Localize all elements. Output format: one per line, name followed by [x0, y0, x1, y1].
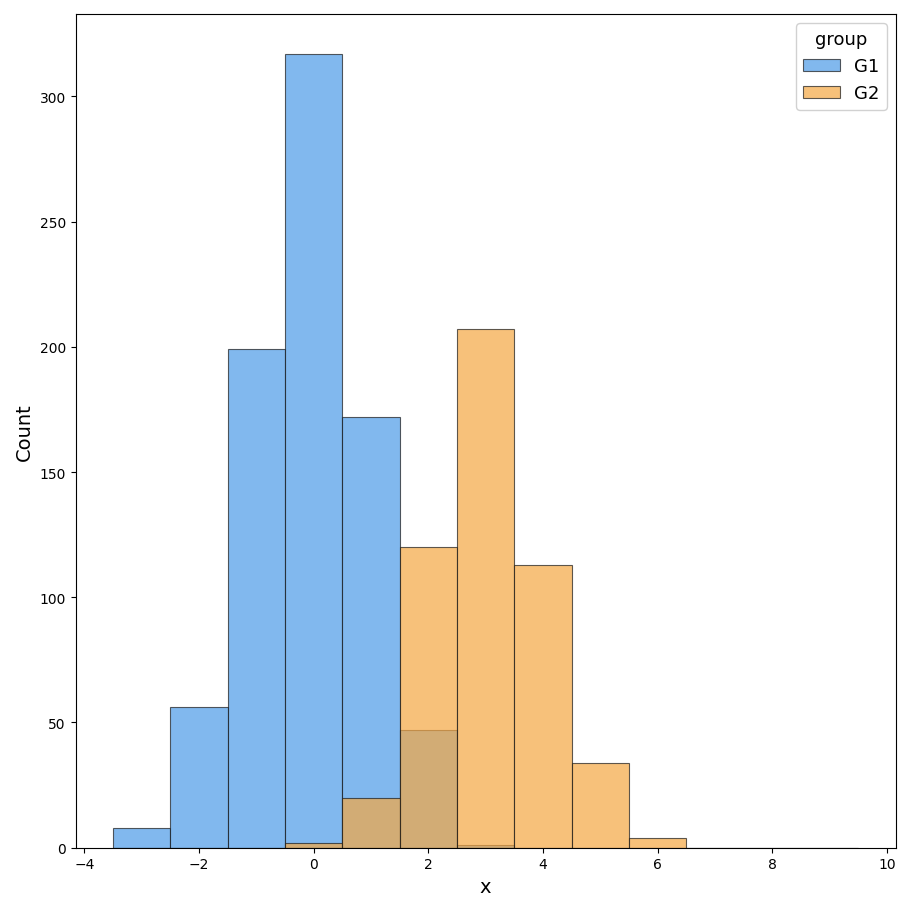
Bar — [284, 55, 342, 848]
Bar — [342, 798, 399, 848]
Bar — [456, 330, 514, 848]
Bar — [342, 417, 399, 848]
X-axis label: x: x — [479, 877, 491, 896]
Y-axis label: Count: Count — [15, 403, 34, 460]
Bar — [629, 838, 686, 848]
Bar — [514, 565, 571, 848]
Bar — [228, 350, 284, 848]
Bar — [170, 708, 228, 848]
Bar — [113, 828, 170, 848]
Bar — [399, 548, 456, 848]
Bar — [284, 843, 342, 848]
Bar — [399, 731, 456, 848]
Bar — [571, 763, 629, 848]
Bar — [456, 845, 514, 848]
Legend: G1, G2: G1, G2 — [795, 24, 885, 110]
